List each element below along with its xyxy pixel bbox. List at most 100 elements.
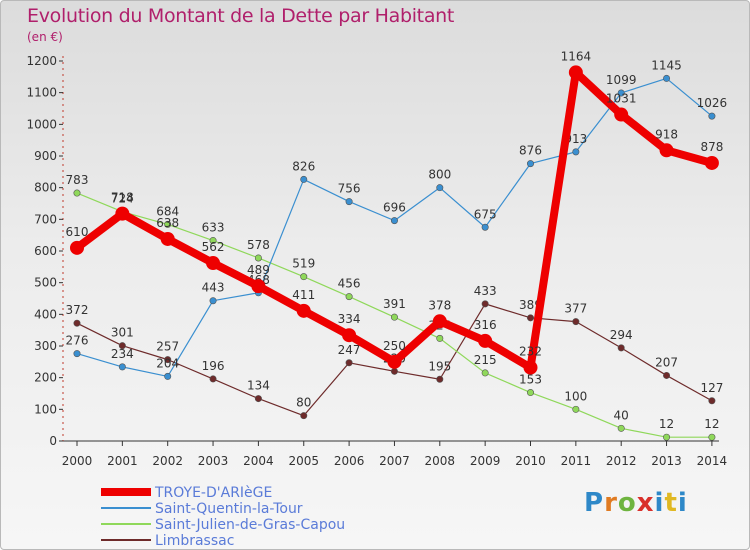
data-label: 1145 (651, 58, 682, 72)
data-point (617, 89, 625, 97)
data-label: 718 (111, 191, 134, 205)
x-tick-label: 2004 (243, 454, 274, 468)
x-tick-label: 2001 (107, 454, 138, 468)
data-label: 826 (292, 159, 315, 173)
data-point (523, 360, 538, 375)
data-label: 696 (383, 201, 406, 215)
data-point (478, 333, 493, 348)
y-tick-label: 900 (34, 149, 57, 163)
data-point (526, 389, 534, 397)
data-label: 247 (338, 343, 361, 357)
data-label: 232 (519, 345, 542, 359)
data-label: 301 (111, 326, 134, 340)
data-label: 724 (111, 192, 134, 206)
data-point (481, 369, 489, 377)
data-label: 80 (296, 396, 311, 410)
data-label: 489 (247, 263, 270, 277)
data-label: 12 (704, 417, 719, 431)
data-label: 40 (614, 408, 629, 422)
data-label: 215 (474, 353, 497, 367)
data-label: 100 (564, 389, 587, 403)
data-label: 377 (564, 302, 587, 316)
data-label: 433 (474, 284, 497, 298)
data-point (164, 372, 172, 380)
data-label: 134 (247, 379, 270, 393)
data-label: 878 (700, 140, 723, 154)
data-label: 876 (519, 144, 542, 158)
data-label: 378 (428, 298, 451, 312)
y-tick-label: 200 (34, 371, 57, 385)
logo-letter: P (584, 488, 605, 518)
data-label: 1099 (606, 73, 637, 87)
data-point (659, 143, 674, 158)
data-label: 250 (383, 339, 406, 353)
data-point (526, 314, 534, 322)
data-label: 316 (474, 318, 497, 332)
data-point (617, 344, 625, 352)
x-tick-label: 2007 (379, 454, 410, 468)
data-point (300, 412, 308, 420)
data-point (254, 395, 262, 403)
logo-letter: i (654, 488, 665, 518)
data-label: 443 (202, 281, 225, 295)
data-label: 257 (156, 340, 179, 354)
x-tick-label: 2008 (425, 454, 456, 468)
y-tick-label: 100 (34, 402, 57, 416)
data-point (160, 231, 175, 246)
data-point (390, 313, 398, 321)
data-point (115, 206, 130, 221)
data-label: 372 (66, 303, 89, 317)
data-label: 294 (610, 328, 633, 342)
legend-label: Limbrassac (155, 533, 234, 549)
data-point (572, 318, 580, 326)
x-tick-label: 2000 (62, 454, 93, 468)
data-label: 918 (655, 127, 678, 141)
logo-letter: t (664, 488, 678, 518)
data-point (663, 433, 671, 441)
data-label: 456 (338, 277, 361, 291)
data-point (663, 74, 671, 82)
data-point (164, 220, 172, 228)
data-point (432, 314, 447, 329)
data-label: 675 (474, 207, 497, 221)
data-point (251, 279, 266, 294)
data-point (345, 359, 353, 367)
data-label: 12 (659, 417, 674, 431)
data-point (663, 371, 671, 379)
data-point (436, 375, 444, 383)
data-point (300, 273, 308, 281)
chart-title: Evolution du Montant de la Dette par Hab… (27, 5, 455, 27)
data-point (209, 375, 217, 383)
data-label: 153 (519, 373, 542, 387)
x-tick-label: 2005 (288, 454, 319, 468)
data-label: 684 (156, 204, 179, 218)
data-point (345, 293, 353, 301)
data-label: 800 (428, 168, 451, 182)
data-label: 334 (338, 312, 361, 326)
data-label: 207 (655, 355, 678, 369)
data-label: 638 (156, 216, 179, 230)
data-point (206, 256, 221, 271)
y-tick-label: 300 (34, 339, 57, 353)
data-point (390, 367, 398, 375)
data-label: 756 (338, 182, 361, 196)
data-point (708, 112, 716, 120)
legend-label: Saint-Quentin-la-Tour (155, 501, 303, 517)
y-tick-label: 400 (34, 307, 57, 321)
data-label: 1164 (561, 49, 592, 63)
y-tick-label: 0 (49, 434, 57, 448)
data-label: 1031 (606, 92, 637, 106)
data-label: 1026 (697, 96, 728, 110)
data-point (164, 356, 172, 364)
data-point (73, 319, 81, 327)
legend-swatch (101, 488, 151, 496)
x-tick-label: 2014 (697, 454, 728, 468)
data-label: 234 (111, 347, 134, 361)
data-label: 519 (292, 257, 315, 271)
data-label: 411 (292, 288, 315, 302)
x-tick-label: 2011 (561, 454, 592, 468)
y-tick-label: 600 (34, 244, 57, 258)
data-label: 578 (247, 238, 270, 252)
